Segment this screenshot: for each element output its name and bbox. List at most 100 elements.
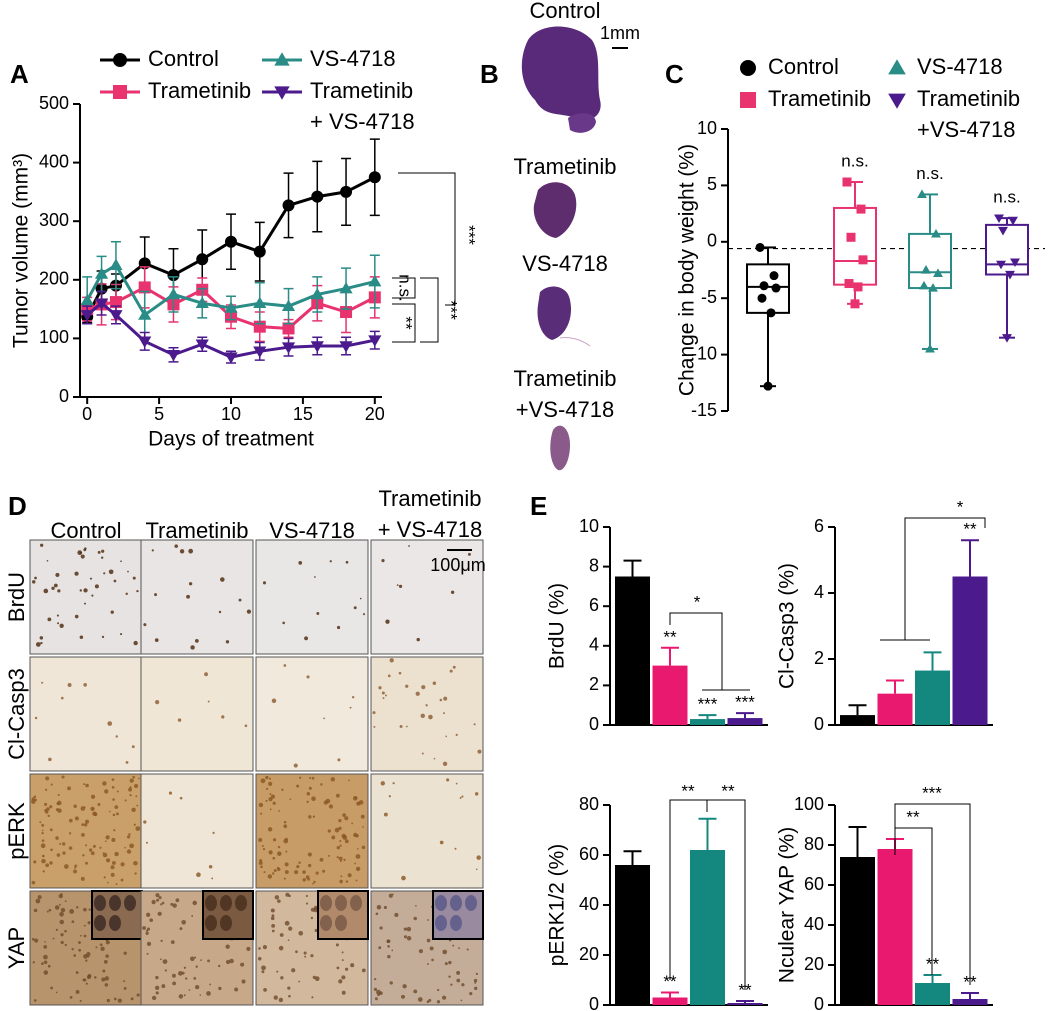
significance-bracket bbox=[894, 803, 971, 985]
ihc-texture bbox=[97, 802, 101, 806]
ihc-texture bbox=[392, 893, 394, 896]
ihc-texture bbox=[75, 990, 80, 994]
ihc-texture bbox=[320, 783, 323, 786]
tissue-control-fragment bbox=[568, 113, 596, 133]
ihc-texture bbox=[392, 782, 395, 785]
marker bbox=[80, 310, 94, 322]
ihc-texture bbox=[441, 995, 447, 1000]
ihc-texture bbox=[34, 716, 38, 720]
ihc-texture bbox=[41, 831, 44, 835]
ihc-texture bbox=[281, 788, 284, 792]
ihc-texture bbox=[85, 783, 89, 788]
ihc-texture bbox=[374, 978, 377, 981]
y-tick-label: 80 bbox=[579, 794, 599, 814]
ihc-texture bbox=[196, 872, 201, 878]
ihc-texture bbox=[188, 989, 191, 991]
ihc-texture bbox=[244, 724, 248, 728]
significance-label: ** bbox=[738, 980, 752, 999]
significance-label: ** bbox=[681, 781, 695, 800]
ihc-texture bbox=[40, 641, 43, 645]
ihc-texture bbox=[454, 847, 457, 850]
marker bbox=[842, 177, 852, 187]
ihc-texture bbox=[83, 602, 86, 605]
ihc-texture bbox=[143, 820, 147, 824]
ihc-texture bbox=[34, 938, 39, 943]
marker bbox=[339, 341, 353, 353]
marker bbox=[340, 185, 353, 198]
ihc-texture bbox=[325, 798, 331, 804]
ihc-texture bbox=[283, 824, 288, 829]
ihc-texture bbox=[123, 986, 127, 990]
ihc-texture bbox=[172, 903, 177, 908]
ihc-texture bbox=[309, 776, 312, 780]
ihc-texture bbox=[312, 882, 314, 885]
marker bbox=[925, 344, 935, 353]
ihc-texture bbox=[41, 681, 44, 684]
ihc-texture bbox=[35, 898, 41, 904]
ihc-texture bbox=[425, 704, 428, 707]
ihc-texture bbox=[33, 908, 38, 913]
ihc-texture bbox=[269, 808, 272, 811]
y-tick-label: -5 bbox=[701, 287, 717, 307]
ihc-texture bbox=[375, 912, 379, 916]
ihc-texture bbox=[111, 786, 115, 789]
ihc-texture bbox=[113, 829, 116, 832]
tissue-trametinib bbox=[533, 182, 577, 238]
ihc-nucleus bbox=[94, 915, 106, 931]
ihc-texture bbox=[90, 851, 95, 856]
ihc-texture bbox=[43, 588, 49, 594]
ihc-texture bbox=[69, 909, 75, 914]
ihc-texture bbox=[51, 586, 55, 590]
ihc-texture bbox=[134, 872, 137, 875]
significance-label: *** bbox=[735, 693, 755, 712]
ihc-texture bbox=[99, 943, 103, 947]
ihc-texture bbox=[298, 561, 303, 565]
ihc-texture bbox=[473, 978, 478, 983]
ihc-texture bbox=[74, 571, 79, 576]
ihc-texture bbox=[120, 878, 124, 882]
tissue-vs4718 bbox=[537, 286, 572, 340]
ihc-texture bbox=[336, 845, 341, 850]
ihc-texture bbox=[55, 991, 58, 994]
ihc-texture bbox=[354, 862, 356, 865]
ihc-texture bbox=[68, 846, 73, 850]
ihc-texture bbox=[399, 724, 403, 728]
ihc-texture bbox=[276, 970, 279, 973]
ihc-texture bbox=[336, 856, 339, 859]
ihc-texture bbox=[436, 1000, 441, 1004]
error-bar bbox=[923, 651, 942, 671]
ihc-texture bbox=[73, 954, 77, 957]
ihc-texture bbox=[263, 988, 267, 992]
marker bbox=[759, 281, 769, 291]
ihc-nucleus bbox=[335, 915, 347, 931]
section-label: Control bbox=[530, 0, 601, 23]
ihc-texture bbox=[135, 826, 141, 831]
ihc-texture bbox=[74, 816, 79, 821]
ihc-texture bbox=[313, 880, 316, 884]
ihc-texture bbox=[68, 818, 73, 823]
ihc-texture bbox=[377, 993, 380, 997]
ihc-texture bbox=[79, 635, 84, 639]
ihc-texture bbox=[127, 570, 129, 573]
ihc-texture bbox=[47, 814, 50, 818]
ihc-texture bbox=[41, 829, 44, 832]
ihc-texture bbox=[164, 969, 167, 972]
ihc-texture bbox=[92, 807, 95, 810]
ihc-texture bbox=[343, 858, 346, 862]
ihc-texture bbox=[39, 821, 42, 824]
bar bbox=[615, 576, 650, 725]
ihc-texture bbox=[207, 959, 210, 963]
ihc-texture bbox=[328, 804, 334, 809]
error-bar bbox=[736, 1000, 754, 1003]
ihc-texture bbox=[146, 912, 151, 917]
significance-label: ** bbox=[663, 972, 677, 991]
ihc-texture bbox=[39, 636, 44, 640]
ihc-texture bbox=[133, 640, 138, 646]
y-tick-label: 300 bbox=[39, 210, 69, 230]
ihc-texture bbox=[61, 775, 65, 779]
marker bbox=[368, 335, 382, 347]
ihc-texture bbox=[129, 843, 134, 849]
ihc-texture bbox=[334, 827, 340, 833]
ihc-texture bbox=[181, 971, 185, 975]
ihc-texture bbox=[389, 658, 394, 663]
